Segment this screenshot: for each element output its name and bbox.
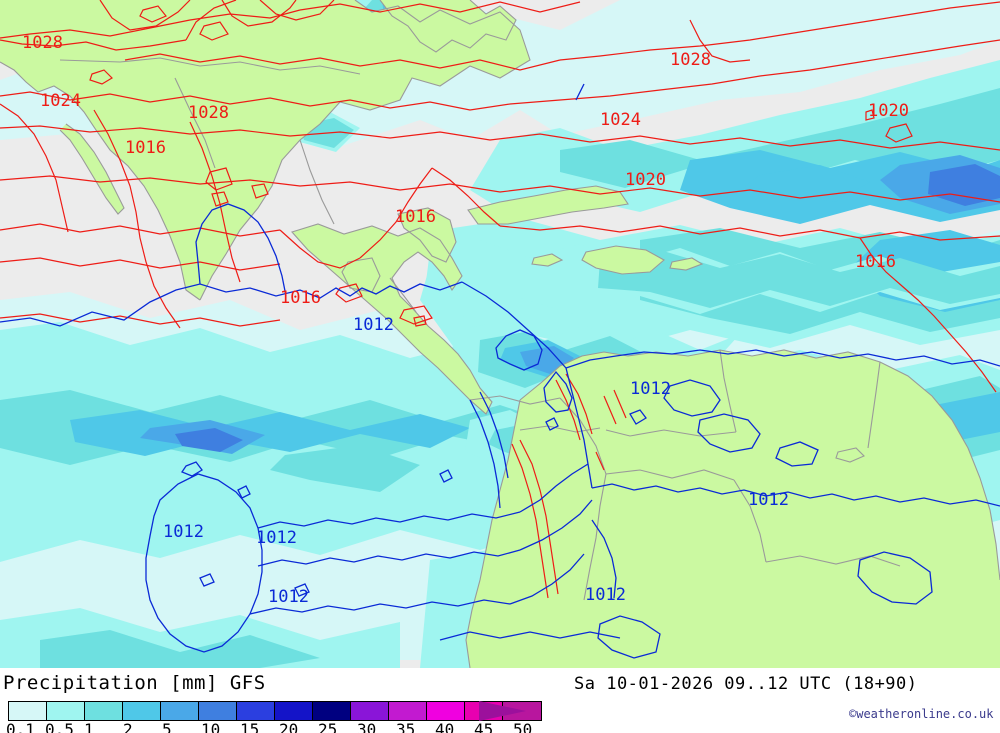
isobar-labels: 1028 1024 1028 1016 1028 1024 1020 1020 1016 1016… [22,33,909,607]
isobar-label-1020-7: 1020 [625,170,666,190]
colorbar-tick-1: 1 [84,720,94,733]
colorbar-cell-40 [427,702,465,720]
isobar-label-1012-12: 1012 [630,379,671,399]
precipitation-colorbar [8,701,542,721]
colorbar-cell-35 [389,702,427,720]
colorbar-cell-30 [351,702,389,720]
colorbar-tick-5: 5 [162,720,172,733]
colorbar-tick-30: 30 [357,720,377,733]
colorbar-cell-2 [123,702,161,720]
colorbar-tick-0.5: 0.5 [45,720,74,733]
isobar-label-1016-10: 1016 [855,252,896,272]
colorbar-cell-0.5 [47,702,85,720]
map-canvas: 1028 1024 1028 1016 1028 1024 1020 1020 1016 1016… [0,0,1000,668]
colorbar-tick-35: 35 [396,720,416,733]
colorbar-cell-1 [85,702,123,720]
model-run-info: Sa 10-01-2026 09..12 UTC (18+90) [574,674,918,694]
colorbar-tick-labels: 0.1 0.5 1 2 5 10 15 20 25 30 35 40 45 50 [0,720,560,733]
colorbar-tick-50: 50 [513,720,533,733]
colorbar-cell-5 [161,702,199,720]
isobar-label-1024-5: 1024 [600,110,641,130]
coastline-layer [0,0,1000,668]
precipitation-map[interactable]: 1028 1024 1028 1016 1028 1024 1020 1020 1016 1016… [0,0,1000,668]
legend-title: Precipitation [mm] GFS [3,672,266,694]
isobar-label-1012-11: 1012 [353,315,394,335]
isobar-label-1024-1: 1024 [40,91,81,111]
isobar-label-1012-16: 1012 [268,587,309,607]
colorbar-tick-25: 25 [318,720,338,733]
colorbar-cell-25 [313,702,351,720]
isobar-label-1028-0: 1028 [22,33,63,53]
colorbar-tick-40: 40 [435,720,455,733]
isobar-label-1016-3: 1016 [125,138,166,158]
copyright-notice: ©weatheronline.co.uk [849,707,994,721]
isobar-label-1028-2: 1028 [188,103,229,123]
colorbar-cell-20 [275,702,313,720]
colorbar-cell-0.1 [9,702,47,720]
colorbar-tick-20: 20 [279,720,299,733]
colorbar-tick-15: 15 [240,720,260,733]
isobar-label-1016-8: 1016 [395,207,436,227]
isobar-label-1020-6: 1020 [868,101,909,121]
isobar-low-layer [0,83,1000,659]
colorbar-cell-10 [199,702,237,720]
colorbar-tick-45: 45 [474,720,494,733]
isobar-label-1028-4: 1028 [670,50,711,70]
colorbar-cell-15 [237,702,275,720]
colorbar-overflow-arrow [479,701,526,721]
isobar-label-1012-13: 1012 [748,490,789,510]
colorbar-tick-0.1: 0.1 [6,720,35,733]
isobar-label-1012-14: 1012 [163,522,204,542]
map-footer: Precipitation [mm] GFS Sa 10-01-2026 09.… [0,668,1000,733]
colorbar-tick-10: 10 [201,720,221,733]
isobar-high-layer [0,0,1000,599]
isobar-label-1012-17: 1012 [585,585,626,605]
isobar-label-1016-9: 1016 [280,288,321,308]
colorbar-tick-2: 2 [123,720,133,733]
isobar-label-1012-15: 1012 [256,528,297,548]
